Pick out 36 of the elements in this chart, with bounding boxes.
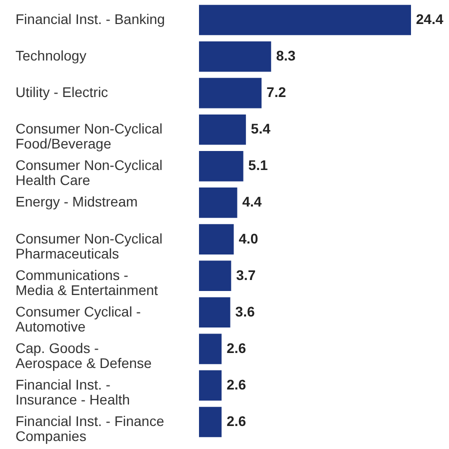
data-label: 4.4: [242, 194, 262, 210]
data-label: 5.4: [250, 120, 271, 137]
y-tick-label: Financial Inst. - Insurance - Health: [16, 376, 130, 408]
bar: [199, 151, 244, 182]
y-tick-label: Consumer Non-Cyclical Pharmaceuticals: [16, 230, 163, 262]
data-label: 5.1: [248, 157, 268, 174]
y-tick-label: Cap. Goods - Aerospace & Defense: [16, 340, 152, 371]
bar: [199, 114, 246, 145]
y-tick-label: Financial Inst. - Banking: [16, 10, 165, 27]
data-label: 2.6: [226, 340, 246, 356]
data-label: 3.6: [235, 303, 255, 320]
bar: [199, 334, 222, 364]
y-tick-label: Communications - Media & Entertainment: [16, 266, 158, 298]
y-tick-label: Energy - Midstream: [16, 194, 138, 210]
bar: [199, 297, 230, 328]
data-label: 7.2: [266, 84, 286, 100]
data-label: 8.3: [276, 48, 296, 64]
bar: [199, 78, 262, 108]
data-label: 2.6: [226, 376, 246, 392]
bar: [199, 370, 222, 401]
bar: [199, 224, 234, 254]
bar: [199, 406, 222, 438]
y-tick-label: Consumer Non-Cyclical Food/Beverage: [16, 120, 163, 152]
bar: [199, 188, 238, 218]
bar: [199, 41, 272, 72]
data-label: 24.4: [416, 10, 444, 27]
y-tick-label: Utility - Electric: [16, 84, 108, 100]
bar: [199, 260, 232, 291]
bar: [199, 4, 411, 36]
data-label: 4.0: [238, 230, 258, 246]
y-tick-label: Technology: [16, 48, 86, 64]
data-label: 2.6: [226, 413, 246, 430]
y-tick-label: Financial Inst. - Finance Companies: [16, 413, 164, 444]
y-tick-label: Consumer Cyclical - Automotive: [16, 303, 142, 334]
y-tick-label: Consumer Non-Cyclical Health Care: [16, 157, 163, 188]
data-label: 3.7: [236, 266, 256, 283]
